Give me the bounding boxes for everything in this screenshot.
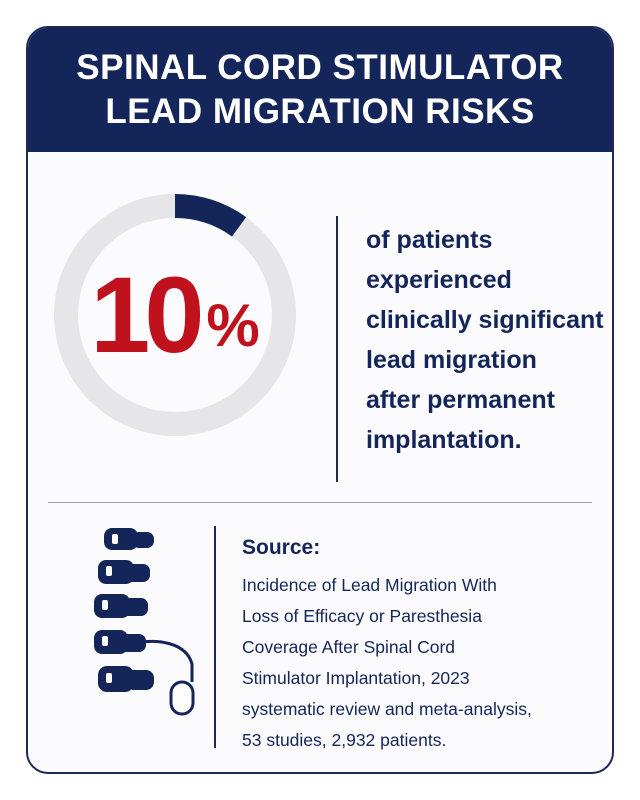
source-line: Coverage After Spinal Cord xyxy=(242,637,456,657)
source-label: Source: xyxy=(242,536,321,559)
source-citation: Incidence of Lead Migration With Loss of… xyxy=(242,570,592,756)
source-line: Loss of Efficacy or Paresthesia xyxy=(242,606,482,626)
title-line-2: LEAD MIGRATION RISKS xyxy=(105,92,535,131)
stat-description-line: experienced xyxy=(366,266,512,294)
stat-percentage: 10% xyxy=(52,192,298,438)
source-line: systematic review and meta-analysis, xyxy=(242,699,532,719)
source-divider xyxy=(214,526,216,748)
stat-value: 10 xyxy=(90,254,204,375)
stat-description-line: of patients xyxy=(366,226,493,254)
stat-divider xyxy=(336,216,338,482)
source-line: Stimulator Implantation, 2023 xyxy=(242,668,470,688)
stat-description-line: clinically significant xyxy=(366,306,604,334)
header-banner: SPINAL CORD STIMULATOR LEAD MIGRATION RI… xyxy=(28,28,612,152)
title-line-1: SPINAL CORD STIMULATOR xyxy=(76,48,564,87)
infographic-card: SPINAL CORD STIMULATOR LEAD MIGRATION RI… xyxy=(26,26,614,774)
stat-description-line: after permanent xyxy=(366,386,555,414)
source-line: 53 studies, 2,932 patients. xyxy=(242,730,447,750)
source-line: Incidence of Lead Migration With xyxy=(242,575,497,595)
stat-description-line: lead migration xyxy=(366,346,537,374)
section-divider xyxy=(48,502,592,503)
page-title: SPINAL CORD STIMULATOR LEAD MIGRATION RI… xyxy=(76,46,563,134)
stat-description: of patients experienced clinically signi… xyxy=(366,220,612,460)
stat-description-line: implantation. xyxy=(366,426,522,454)
stat-unit: % xyxy=(206,292,260,359)
ring-fill xyxy=(54,194,296,436)
progress-ring xyxy=(54,194,296,436)
spine-with-lead-icon xyxy=(94,528,195,716)
